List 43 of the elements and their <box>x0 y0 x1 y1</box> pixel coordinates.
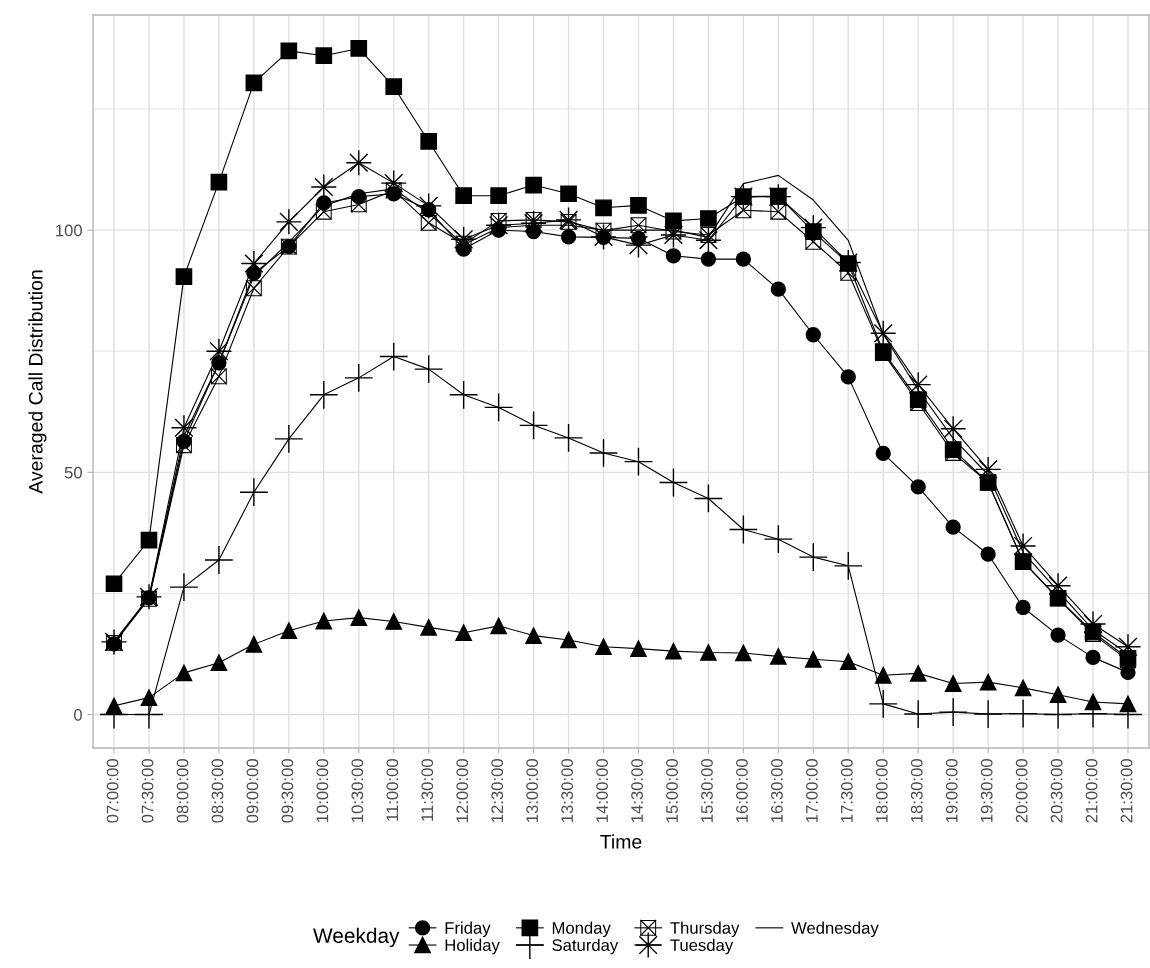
x-tick-label: 13:30:00 <box>561 759 574 822</box>
x-tick-label: 08:00:00 <box>176 759 189 823</box>
y-tick-label: 0 <box>74 708 82 721</box>
x-tick-label: 09:30:00 <box>281 759 294 823</box>
x-tick-label: 09:00:00 <box>246 759 259 823</box>
x-tick-label: 14:00:00 <box>596 759 608 822</box>
x-tick-label: 08:30:00 <box>211 759 224 823</box>
x-tick-label: 17:00:00 <box>805 759 818 822</box>
x-tick-label: 19:00:00 <box>945 759 958 822</box>
legend-label: Tuesday <box>670 938 734 955</box>
x-tick-label: 10:00:00 <box>316 759 329 822</box>
x-tick-label: 12:30:00 <box>491 759 504 822</box>
x-tick-label: 17:30:00 <box>840 759 853 822</box>
x-tick-label: 11:00:00 <box>386 759 399 821</box>
x-tick-label: 21:30:00 <box>1120 759 1133 823</box>
x-tick-label: 12:00:00 <box>456 759 469 822</box>
x-tick-label: 20:00:00 <box>1015 759 1028 823</box>
x-tick-label: 18:30:00 <box>910 759 923 822</box>
y-tick-label: 100 <box>56 224 82 237</box>
x-tick-label: 15:00:00 <box>666 759 678 822</box>
y-tick-label: 50 <box>64 466 82 479</box>
x-tick-label: 20:30:00 <box>1050 759 1063 823</box>
legend-title: Weekday <box>313 927 400 948</box>
legend-label: Thursday <box>670 921 740 938</box>
legend-label: Saturday <box>552 938 619 955</box>
x-tick-label: 07:30:00 <box>141 759 154 823</box>
legend-label: Holiday <box>445 938 500 955</box>
x-tick-label: 15:30:00 <box>701 759 713 822</box>
x-tick-label: 19:30:00 <box>980 759 993 822</box>
x-tick-label: 10:30:00 <box>351 759 364 822</box>
x-tick-label: 16:30:00 <box>771 759 783 822</box>
x-tick-label: 07:00:00 <box>106 759 119 823</box>
x-tick-label: 13:00:00 <box>526 759 539 822</box>
x-tick-label: 18:00:00 <box>875 759 888 822</box>
legend-label: Monday <box>552 921 611 938</box>
x-tick-label: 14:30:00 <box>631 759 643 822</box>
x-tick-label: 16:00:00 <box>736 759 748 822</box>
x-tick-label: 21:00:00 <box>1085 759 1098 823</box>
y-axis-title: Averaged Call Distribution <box>28 270 47 494</box>
legend-label: Friday <box>445 921 491 938</box>
legend-label: Wednesday <box>791 921 879 938</box>
x-tick-label: 11:30:00 <box>421 759 434 821</box>
x-axis-title: Time <box>600 834 642 849</box>
